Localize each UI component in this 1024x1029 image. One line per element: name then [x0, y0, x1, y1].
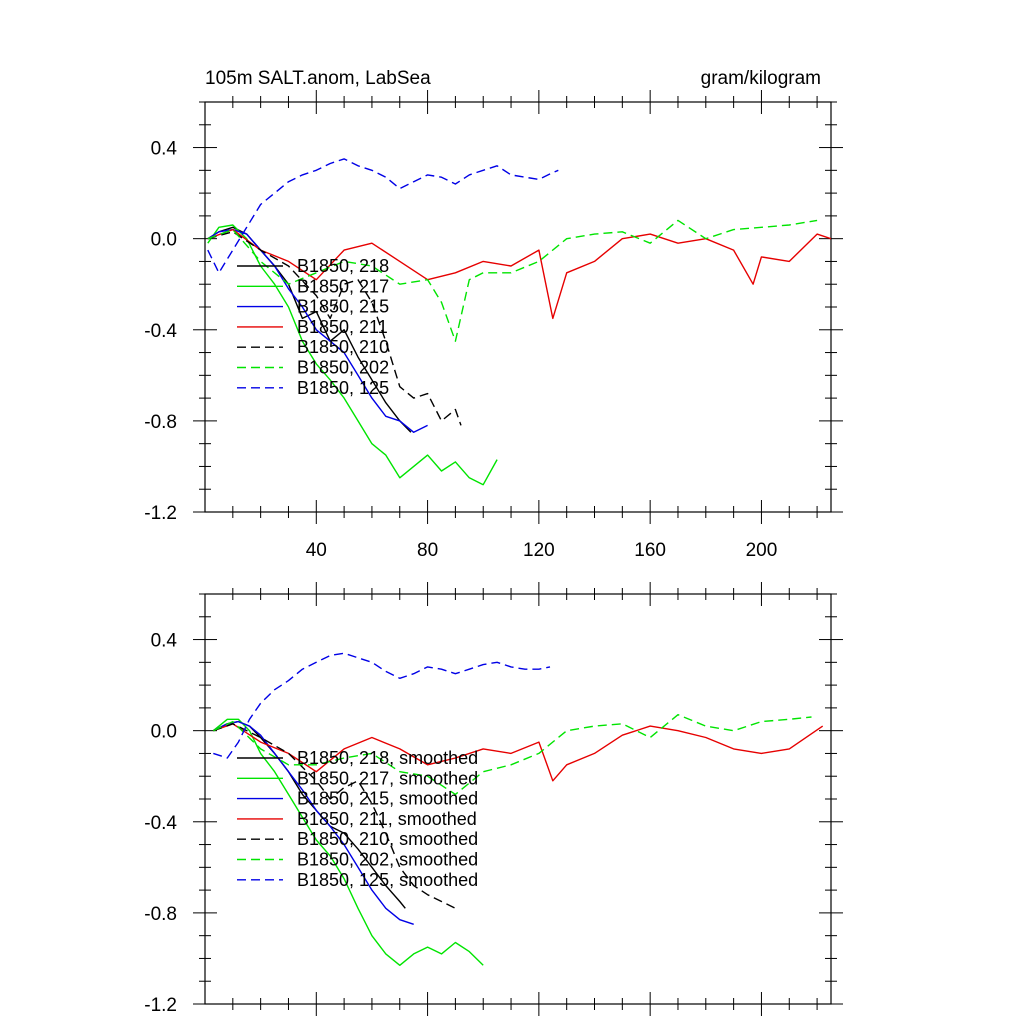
legend-label: B1850, 210, smoothed [297, 829, 478, 849]
series-line-3 [207, 228, 428, 433]
legend-label: B1850, 215, smoothed [297, 789, 478, 809]
y-tick-label: 0.4 [151, 631, 178, 652]
legend-label: B1850, 217, smoothed [297, 768, 478, 788]
legend-label: B1850, 218, smoothed [297, 748, 478, 768]
legend-label: B1850, 217 [297, 276, 389, 296]
series-line-7 [213, 652, 551, 759]
legend-label: B1850, 202, smoothed [297, 850, 478, 870]
legend-label: B1850, 218 [297, 256, 389, 276]
series-line-7 [207, 158, 559, 274]
x-tick-label: 80 [417, 540, 438, 561]
y-tick-label: -0.8 [144, 412, 177, 433]
series-group [207, 158, 831, 486]
y-tick-label: -0.8 [144, 904, 177, 925]
legend-label: B1850, 125 [297, 378, 389, 398]
x-tick-label: 120 [523, 540, 555, 561]
chart-units: gram/kilogram [701, 68, 821, 89]
y-tick-label: -1.2 [144, 503, 177, 524]
series-line-3 [212, 720, 414, 925]
chart-panel-1: 105m SALT.anom, LabSea gram/kilogram 0.4 0.… [144, 68, 843, 561]
series-line-5 [207, 231, 462, 426]
series-line-2 [207, 224, 498, 486]
y-tick-label: 0.0 [151, 722, 177, 743]
y-tick-label: 0.4 [151, 139, 178, 160]
series-group [212, 652, 824, 966]
y-tick-label: -0.4 [144, 813, 177, 834]
series-line-6 [207, 219, 818, 342]
series-line-5 [213, 723, 456, 909]
series-line-6 [213, 714, 812, 796]
series-line-2 [212, 718, 484, 966]
legend-label: B1850, 202 [297, 358, 389, 378]
x-tick-label: 200 [746, 540, 778, 561]
x-tick-label: 40 [306, 540, 327, 561]
series-line-4 [207, 228, 831, 320]
y-tick-label: 0.0 [151, 230, 177, 251]
legend-label: B1850, 215 [297, 297, 389, 317]
legend-label: B1850, 211 [297, 317, 388, 337]
x-tick-label: 160 [634, 540, 666, 561]
series-line-1 [207, 226, 412, 433]
legend-label: B1850, 211, smoothed [297, 809, 477, 829]
legend-label: B1850, 210 [297, 337, 389, 357]
chart-title: 105m SALT.anom, LabSea [205, 68, 431, 89]
y-tick-label: -1.2 [144, 995, 177, 1016]
series-line-4 [213, 723, 824, 782]
y-tick-label: -0.4 [144, 321, 177, 342]
legend-label: B1850, 125, smoothed [297, 870, 478, 890]
